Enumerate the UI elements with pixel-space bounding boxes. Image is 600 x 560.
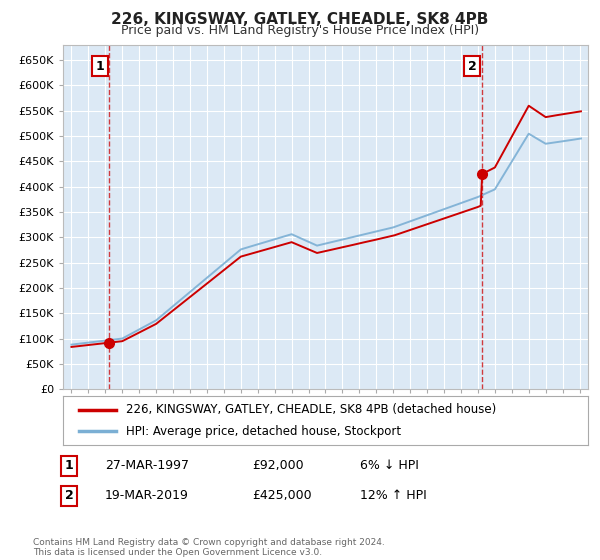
Text: Price paid vs. HM Land Registry's House Price Index (HPI): Price paid vs. HM Land Registry's House … bbox=[121, 24, 479, 36]
Text: 226, KINGSWAY, GATLEY, CHEADLE, SK8 4PB: 226, KINGSWAY, GATLEY, CHEADLE, SK8 4PB bbox=[112, 12, 488, 27]
Text: 1: 1 bbox=[65, 459, 73, 473]
Text: 12% ↑ HPI: 12% ↑ HPI bbox=[360, 489, 427, 502]
Text: £92,000: £92,000 bbox=[252, 459, 304, 473]
Text: 226, KINGSWAY, GATLEY, CHEADLE, SK8 4PB (detached house): 226, KINGSWAY, GATLEY, CHEADLE, SK8 4PB … bbox=[126, 403, 496, 416]
Text: 6% ↓ HPI: 6% ↓ HPI bbox=[360, 459, 419, 473]
Text: 1: 1 bbox=[95, 59, 104, 73]
Text: HPI: Average price, detached house, Stockport: HPI: Average price, detached house, Stoc… bbox=[126, 425, 401, 438]
Text: £425,000: £425,000 bbox=[252, 489, 311, 502]
Text: 2: 2 bbox=[468, 59, 477, 73]
Text: 27-MAR-1997: 27-MAR-1997 bbox=[105, 459, 189, 473]
Text: 19-MAR-2019: 19-MAR-2019 bbox=[105, 489, 189, 502]
Text: Contains HM Land Registry data © Crown copyright and database right 2024.
This d: Contains HM Land Registry data © Crown c… bbox=[33, 538, 385, 557]
Text: 2: 2 bbox=[65, 489, 73, 502]
